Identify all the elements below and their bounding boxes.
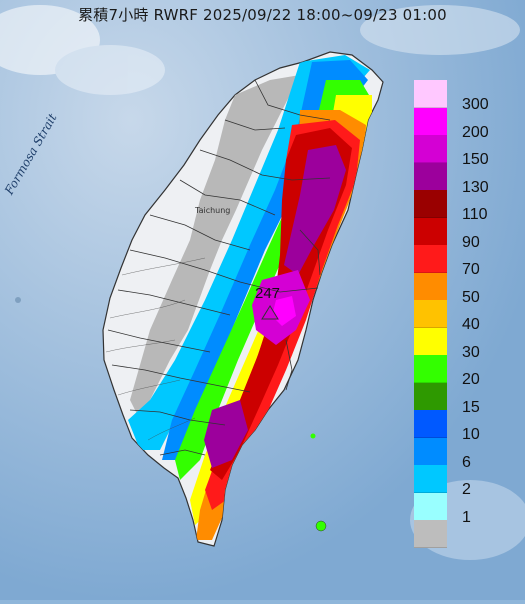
penghu-islet xyxy=(15,297,21,303)
legend-label-4: 110 xyxy=(462,206,488,223)
legend-swatch-15 xyxy=(414,492,447,521)
legend-swatch-3 xyxy=(414,162,447,191)
legend-label-10: 20 xyxy=(462,371,480,388)
legend-swatch-4 xyxy=(414,190,447,218)
legend-label-13: 6 xyxy=(462,453,471,471)
rain-trace-west xyxy=(130,75,300,420)
rain-band-green xyxy=(175,80,372,480)
rain-core-north xyxy=(284,145,346,275)
rivers xyxy=(105,257,206,441)
legend-label-1: 200 xyxy=(462,123,489,141)
legend-label-11: 15 xyxy=(462,398,480,416)
map-title: 累積7小時 RWRF 2025/09/22 18:00~09/23 01:00 xyxy=(78,6,447,24)
green-island xyxy=(315,520,327,532)
rainfall-field xyxy=(128,55,372,540)
legend-label-12: 10 xyxy=(462,426,480,443)
legend-swatch-2 xyxy=(414,135,447,163)
legend-swatch-8 xyxy=(414,300,447,328)
legend-swatch-7 xyxy=(414,272,447,301)
legend-label-14: 2 xyxy=(462,481,471,498)
legend-swatch-13 xyxy=(414,437,447,466)
legend-swatch-10 xyxy=(414,355,447,383)
legend-swatch-14 xyxy=(414,465,447,493)
legend-swatch-0 xyxy=(414,80,447,108)
county-boundaries xyxy=(107,79,331,456)
rain-core-south xyxy=(204,400,248,468)
legend-label-5: 90 xyxy=(462,233,480,251)
legend-swatch-12 xyxy=(414,410,447,438)
max-value-label: 247 xyxy=(255,285,280,302)
legend-swatch-6 xyxy=(414,245,447,273)
city-label: Taichung xyxy=(194,206,230,215)
legend-label-3: 130 xyxy=(462,178,489,196)
legend-label-2: 150 xyxy=(462,151,489,168)
color-legend: 300 200 150 130 110 90 70 50 40 30 20 15 10 6 2 1 xyxy=(412,80,512,570)
legend-label-6: 70 xyxy=(462,261,480,278)
legend-label-9: 30 xyxy=(462,343,480,361)
legend-swatch-5 xyxy=(414,217,447,246)
max-value-triangle-icon xyxy=(261,305,279,320)
legend-swatch-16 xyxy=(414,520,447,548)
legend-swatch-11 xyxy=(414,382,447,411)
legend-swatch-9 xyxy=(414,327,447,356)
rain-band-blue xyxy=(162,60,368,460)
turtle-islet xyxy=(310,433,316,439)
legend-label-7: 50 xyxy=(462,288,480,306)
legend-label-8: 40 xyxy=(462,316,480,333)
legend-label-0: 300 xyxy=(462,96,489,113)
legend-swatch-1 xyxy=(414,107,447,136)
legend-label-15: 1 xyxy=(462,508,471,526)
